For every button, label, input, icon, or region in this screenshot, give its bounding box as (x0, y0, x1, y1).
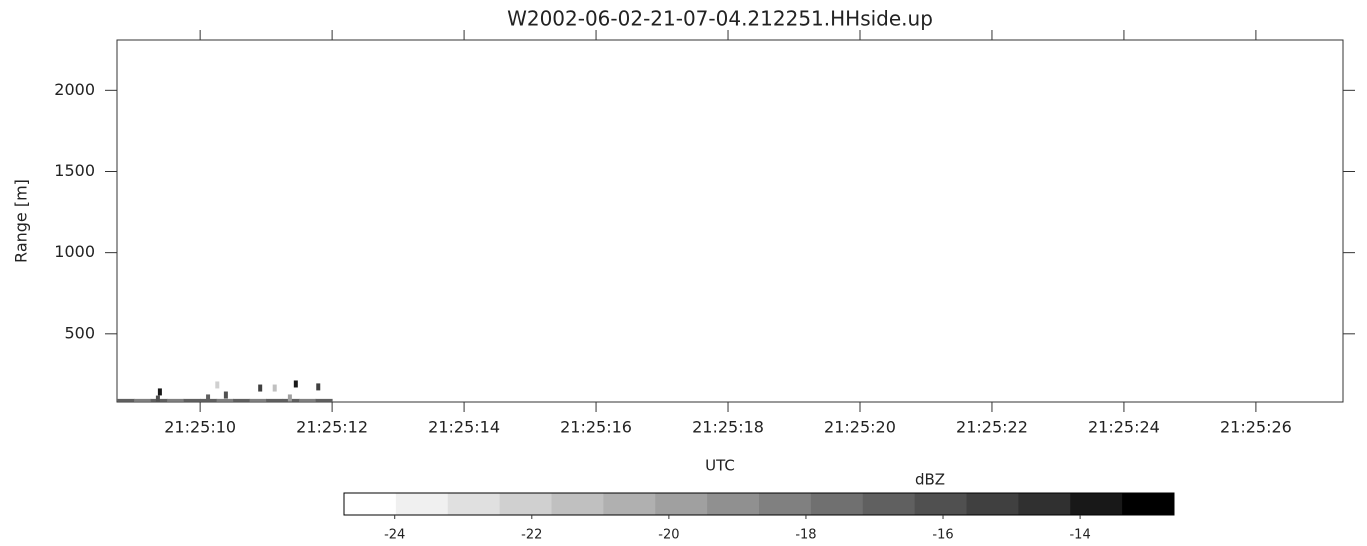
colorbar-tick-label: -22 (521, 528, 542, 543)
colorbar-swatch (1070, 493, 1123, 515)
colorbar-frame (343, 492, 1175, 516)
colorbar-swatch (759, 493, 812, 515)
echo (258, 384, 263, 392)
colorbar-swatch (1018, 493, 1071, 515)
surface-echo (117, 398, 135, 402)
colorbar-swatch (499, 493, 552, 515)
echo (155, 395, 160, 403)
echo (293, 380, 298, 388)
x-axis-label: UTC (705, 457, 735, 475)
chart-title: W2002-06-02-21-07-04.212251.HHside.up (507, 7, 933, 31)
surface-echo (315, 398, 333, 402)
surface-echo (134, 398, 152, 402)
surface-echo (233, 398, 251, 402)
colorbar-tick-label: -16 (932, 528, 953, 543)
x-tick-label: 21:25:10 (164, 418, 236, 437)
y-axis-label: Range [m] (12, 179, 31, 263)
x-tick-label: 21:25:12 (296, 418, 368, 437)
x-tick-label: 21:25:14 (428, 418, 500, 437)
colorbar-swatch (810, 493, 864, 515)
plot-frame (116, 39, 1344, 403)
colorbar-tick-label: -20 (658, 528, 679, 543)
echo (215, 381, 220, 389)
colorbar-tick-label: -24 (384, 528, 405, 543)
colorbar-swatch (1122, 493, 1175, 515)
colorbar-swatch (966, 493, 1019, 515)
colorbar-swatch (914, 493, 967, 515)
y-tick-label: 1500 (54, 161, 95, 180)
colorbar-swatch (344, 493, 397, 515)
colorbar-swatch (447, 493, 501, 515)
x-tick-label: 21:25:20 (824, 418, 896, 437)
echo (287, 394, 292, 402)
surface-echo (216, 398, 234, 402)
surface-echo (249, 398, 267, 402)
colorbar-swatch (655, 493, 708, 515)
colorbar-swatch (862, 493, 916, 515)
colorbar-label: dBZ (915, 471, 945, 489)
x-tick-label: 21:25:26 (1220, 418, 1292, 437)
echo (316, 383, 321, 391)
surface-echo (299, 398, 317, 402)
y-tick-label: 1000 (54, 242, 95, 261)
y-tick-label: 500 (64, 323, 95, 342)
y-tick-label: 2000 (54, 80, 95, 99)
echo (157, 388, 162, 396)
x-tick-label: 21:25:24 (1088, 418, 1160, 437)
colorbar-swatch (603, 493, 656, 515)
colorbar-swatch (707, 493, 760, 515)
echo (223, 391, 228, 399)
colorbar-tick-label: -18 (795, 528, 816, 543)
colorbar-swatch (551, 493, 604, 515)
echo (206, 394, 211, 402)
echo (272, 384, 277, 392)
colorbar-swatch (395, 493, 449, 515)
surface-echo (266, 398, 284, 402)
surface-echo (183, 398, 201, 402)
x-tick-label: 21:25:16 (560, 418, 632, 437)
x-tick-label: 21:25:18 (692, 418, 764, 437)
surface-echo (167, 398, 185, 402)
x-tick-label: 21:25:22 (956, 418, 1028, 437)
colorbar-tick-label: -14 (1069, 528, 1090, 543)
